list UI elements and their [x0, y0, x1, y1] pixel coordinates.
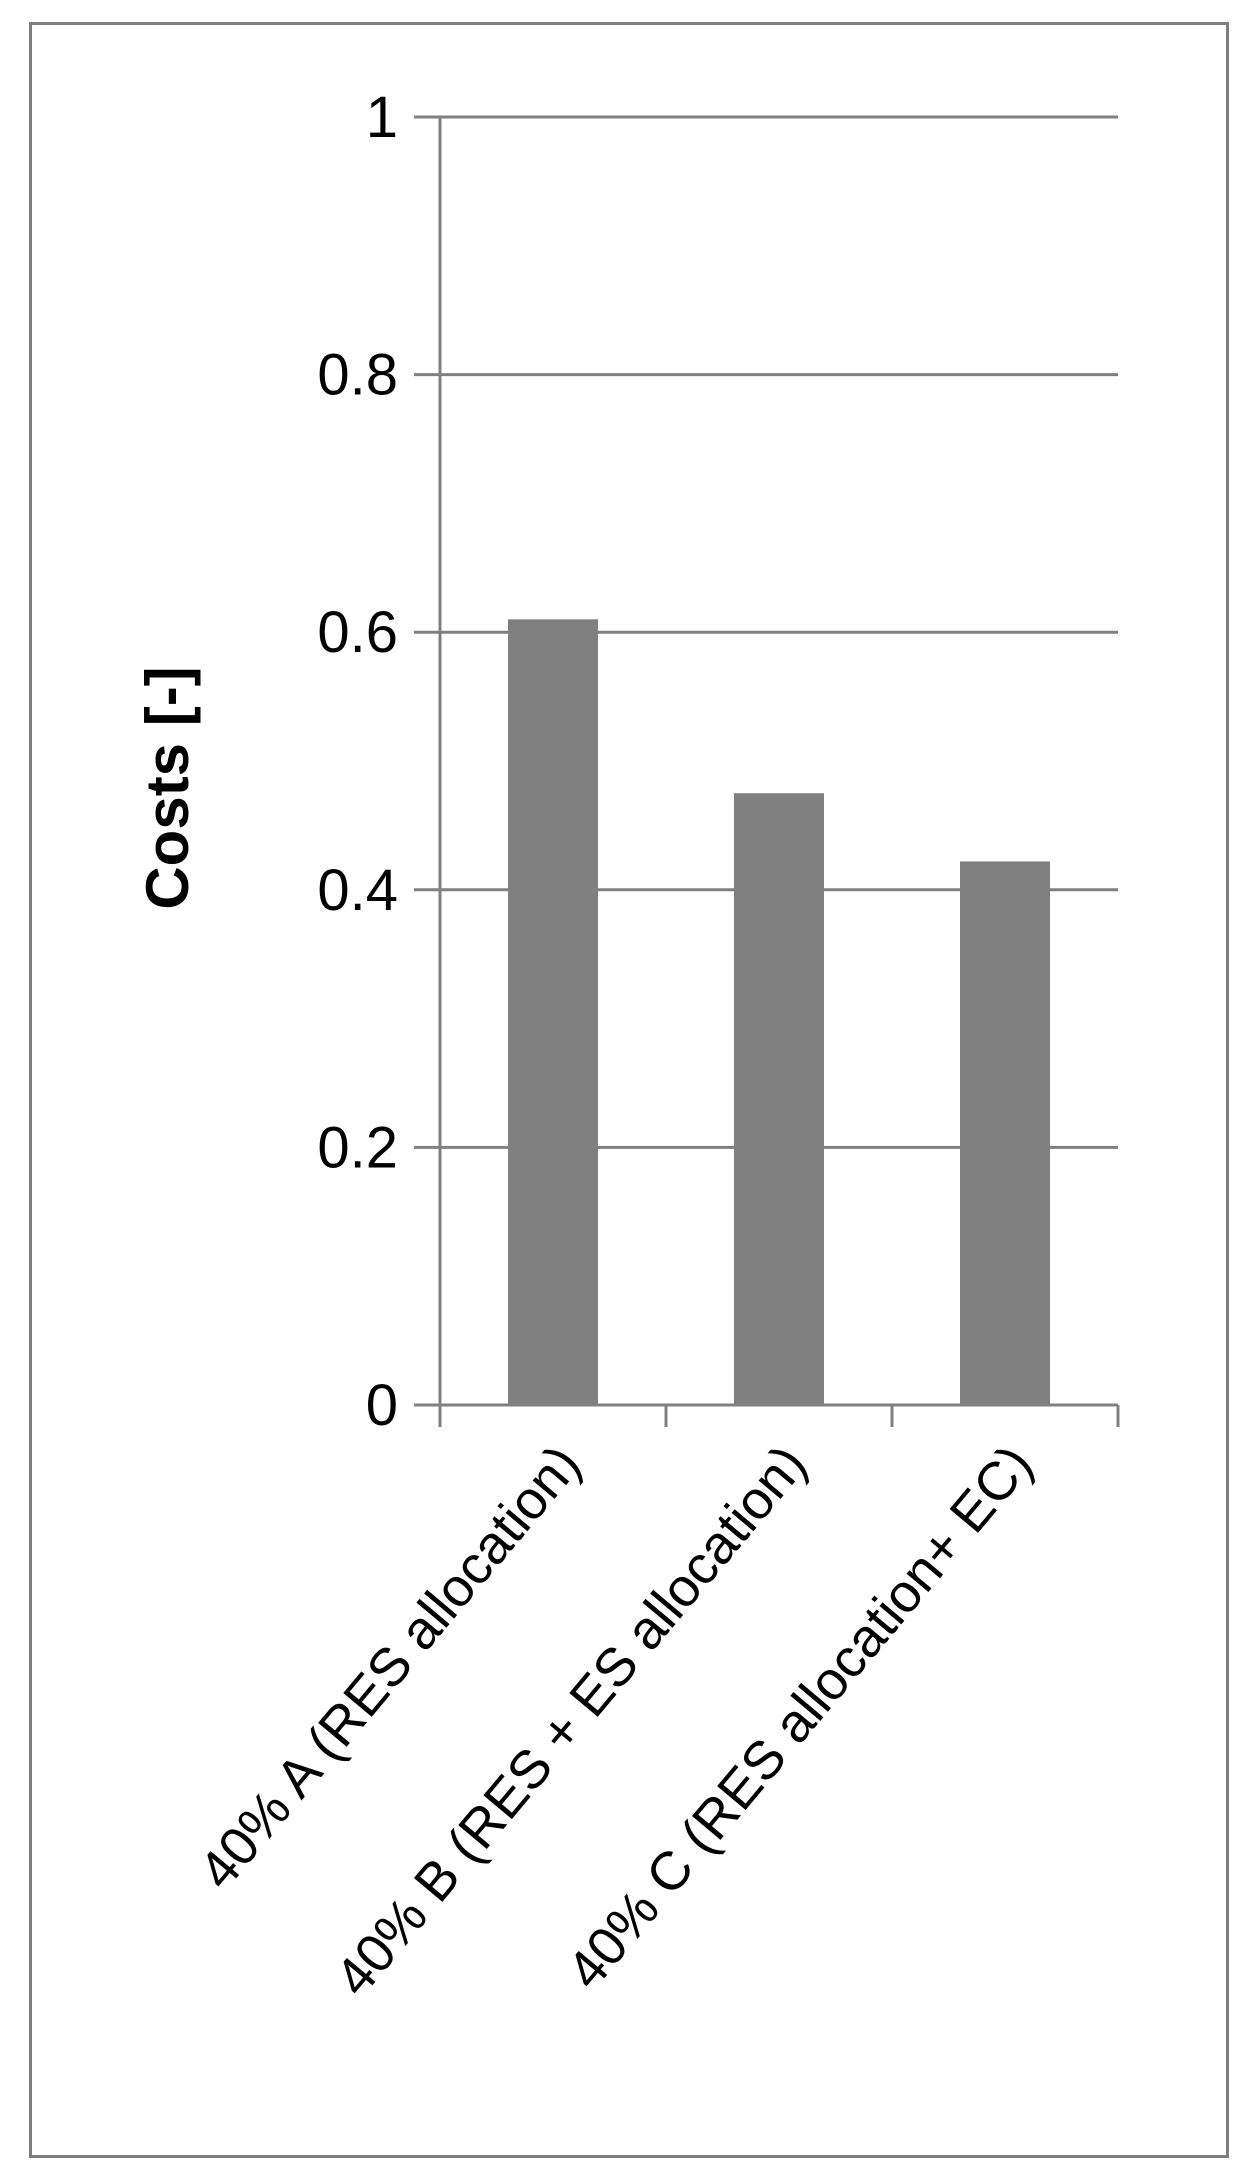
y-tick-label: 1 — [366, 85, 398, 150]
y-tick-labels: 0 0.2 0.4 0.6 0.8 1 — [317, 85, 398, 1438]
axes — [414, 115, 1120, 1427]
x-category-label: 40% C (RES allocation+ EC) — [555, 1434, 1044, 2000]
x-category-label: 40% A (RES allocation) — [187, 1434, 592, 1900]
x-category-label: 40% B (RES + ES allocation) — [324, 1434, 819, 2007]
y-tick-label: 0 — [366, 1373, 398, 1438]
bar — [960, 861, 1050, 1405]
bar — [508, 619, 598, 1405]
y-tick-label: 0.6 — [317, 600, 398, 665]
y-tick-label: 0.2 — [317, 1115, 398, 1180]
bar — [734, 793, 824, 1405]
x-category-labels: 40% A (RES allocation)40% B (RES + ES al… — [187, 1434, 1044, 2007]
y-axis-title: Costs [-] — [134, 666, 201, 909]
y-tick-label: 0.4 — [317, 858, 398, 923]
y-tick-label: 0.8 — [317, 343, 398, 408]
bars — [508, 619, 1050, 1405]
